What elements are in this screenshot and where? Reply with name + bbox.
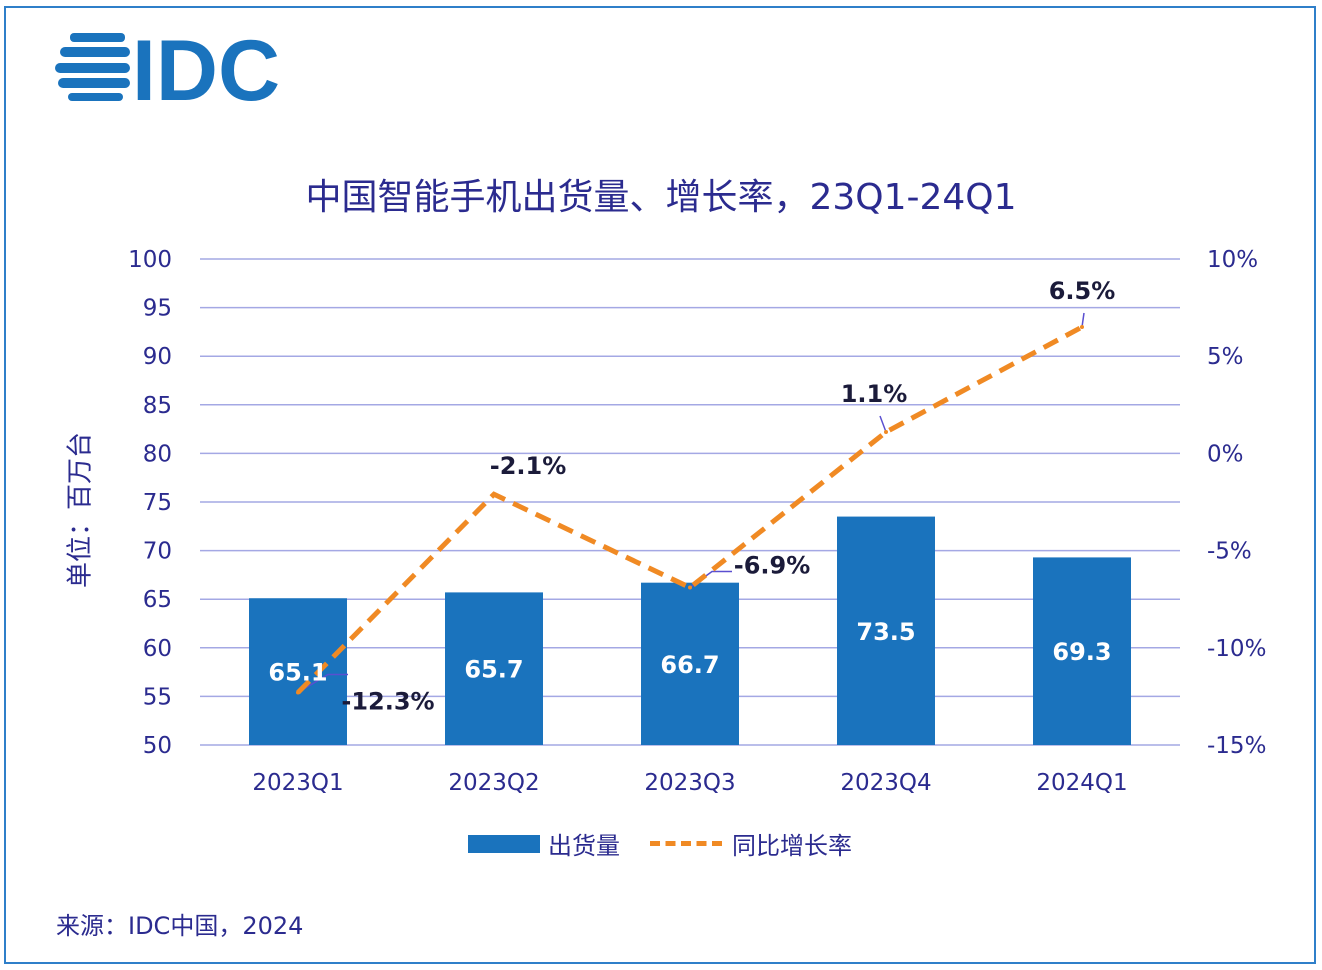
y2-tick-label: -5% <box>1207 539 1252 565</box>
x-tick-label: 2023Q2 <box>448 770 539 796</box>
bar-value-label: 65.1 <box>268 659 327 687</box>
growth-rate-point <box>1080 325 1084 330</box>
legend-line-label: 同比增长率 <box>732 832 852 860</box>
growth-rate-label: -2.1% <box>490 452 567 480</box>
y-tick-label: 100 <box>128 247 172 273</box>
growth-rate-point <box>884 430 888 435</box>
y2-tick-label: -10% <box>1207 636 1266 662</box>
growth-rate-point <box>492 492 496 497</box>
y-tick-label: 50 <box>143 733 172 759</box>
x-tick-label: 2023Q1 <box>252 770 343 796</box>
growth-rate-label: 1.1% <box>841 380 908 408</box>
bar <box>837 516 935 745</box>
chart-frame <box>4 6 1316 964</box>
bar <box>249 598 347 745</box>
y2-tick-label: 0% <box>1207 441 1244 467</box>
growth-rate-label: -12.3% <box>341 688 434 716</box>
bar-value-label: 65.7 <box>464 656 523 684</box>
y2-tick-label: 5% <box>1207 344 1244 370</box>
bar <box>641 582 739 745</box>
y-tick-label: 75 <box>143 490 172 516</box>
y-tick-label: 80 <box>143 441 172 467</box>
growth-rate-point <box>296 690 300 695</box>
y2-tick-label: 10% <box>1207 247 1258 273</box>
chart-title: 中国智能手机出货量、增长率，23Q1-24Q1 <box>305 177 1017 218</box>
data-label-leader <box>879 415 887 433</box>
legend-line-swatch <box>650 841 722 846</box>
y-tick-label: 65 <box>143 587 172 613</box>
bar <box>1033 557 1131 745</box>
y-tick-label: 70 <box>143 539 172 565</box>
y-tick-label: 90 <box>143 344 172 370</box>
legend: 出货量 同比增长率 <box>468 826 852 861</box>
svg-text:IDC: IDC <box>132 23 280 119</box>
bar <box>445 592 543 745</box>
y-tick-label: 85 <box>143 393 172 419</box>
y2-tick-label: -15% <box>1207 733 1266 759</box>
bar-value-label: 73.5 <box>856 618 915 646</box>
data-label-leader <box>1081 312 1085 328</box>
y-tick-label: 95 <box>143 296 172 322</box>
data-label-leader <box>297 673 348 694</box>
y-tick-label: 55 <box>143 684 172 710</box>
source-note: 来源：IDC中国，2024 <box>56 912 304 940</box>
x-tick-label: 2023Q3 <box>644 770 735 796</box>
bar-value-label: 69.3 <box>1052 638 1111 666</box>
legend-bar-swatch <box>468 834 540 853</box>
bar-value-label: 66.7 <box>660 651 719 679</box>
legend-bar-label: 出货量 <box>548 832 620 860</box>
idc-logo: IDC <box>55 23 280 119</box>
x-tick-label: 2024Q1 <box>1036 770 1127 796</box>
growth-rate-point <box>688 585 692 590</box>
growth-rate-label: 6.5% <box>1049 277 1116 305</box>
y-tick-label: 60 <box>143 636 172 662</box>
growth-rate-line <box>296 324 1084 695</box>
growth-rate-label: -6.9% <box>734 552 811 580</box>
x-tick-label: 2023Q4 <box>840 770 931 796</box>
